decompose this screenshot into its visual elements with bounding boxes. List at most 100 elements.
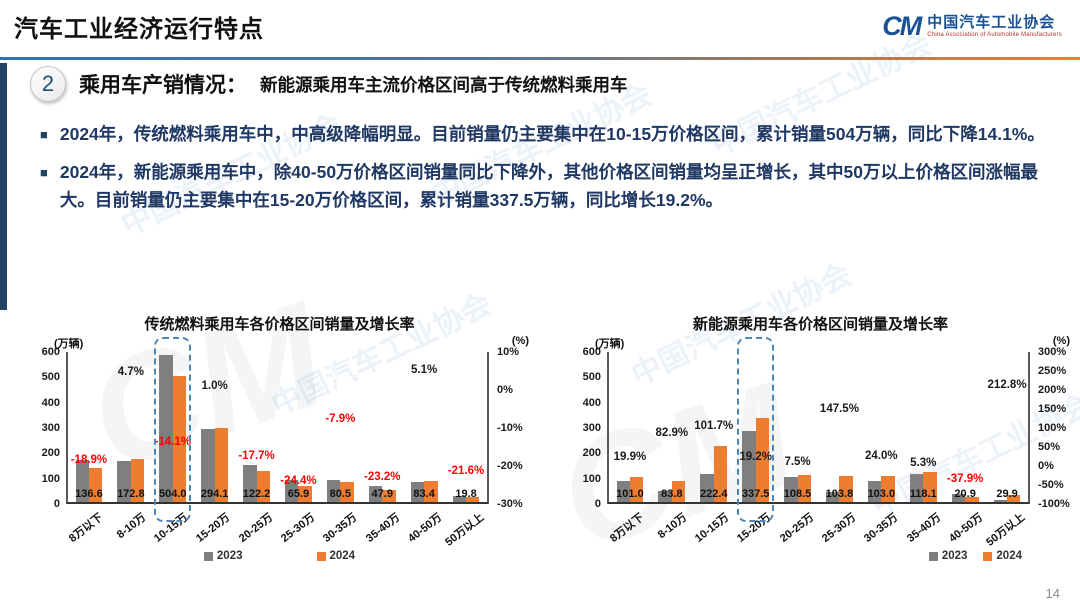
bar-2024 (88, 467, 103, 502)
bar-group (609, 352, 651, 502)
bar-group (860, 352, 902, 502)
bar-2023 (951, 493, 966, 502)
y-axis-tick: 300 (582, 422, 601, 434)
legend-swatch-icon (203, 551, 213, 561)
highlight-box (737, 337, 775, 522)
y-axis-tick: 0% (1038, 460, 1054, 472)
value-label: 172.8 (117, 488, 145, 500)
y-axis-secondary: 10% 0% -10% -20% -30% (489, 346, 533, 510)
y-axis-tick: -30% (497, 498, 523, 510)
value-label: 294.1 (200, 488, 229, 500)
x-axis: 8万以下 8-10万 10-15万 15-20万 20-25万 25-30万 30-35万 3… (607, 504, 1030, 556)
header: 汽车工业经济运行特点 CM 中国汽车工业协会 China Association… (0, 0, 1080, 57)
chart-nev: 新能源乘用车各价格区间销量及增长率 (万辆) (%) 600 500 400 300 2… (567, 313, 1074, 562)
x-axis-label: 8-10万 (114, 511, 148, 542)
bar-2024 (797, 474, 811, 502)
bar-2023 (784, 476, 798, 502)
y-axis-tick: 400 (41, 396, 60, 409)
y-axis-tick: 10% (497, 346, 520, 358)
bar-group (651, 352, 693, 502)
x-axis-label: 15-20万 (194, 511, 233, 545)
section-subheading: 新能源乘用车主流价格区间高于传统燃料乘用车 (260, 74, 628, 95)
bar-2023 (616, 480, 630, 502)
value-label: 136.6 (75, 488, 103, 500)
value-label: 80.5 (329, 488, 352, 500)
bar-2023 (826, 491, 840, 502)
value-label: 337.5 (741, 488, 770, 500)
y-axis-tick: 600 (41, 346, 60, 358)
bar-2023 (285, 480, 299, 502)
bar-group (110, 352, 152, 502)
value-label: 20.9 (954, 488, 976, 500)
growth-label: -21.6% (447, 464, 485, 477)
x-axis-label: 50万以上 (984, 511, 1028, 549)
y-axis-tick: 100% (1038, 422, 1067, 434)
bar-group (278, 352, 320, 502)
x-axis-label: 25-30万 (819, 511, 859, 545)
x-axis-label: 50万以上 (443, 511, 487, 549)
bar-2024 (298, 485, 312, 502)
x-axis-label: 10-15万 (693, 511, 732, 545)
unit-right: (%) (1052, 335, 1070, 347)
x-axis-label: 8-10万 (655, 511, 689, 542)
x-axis-label: 40-50万 (405, 511, 445, 545)
bar-group (986, 352, 1028, 502)
legend-swatch-icon (983, 551, 993, 561)
caam-logo: CM 中国汽车工业协会 China Association of Automob… (882, 13, 1062, 40)
growth-label: 19.9% (613, 451, 647, 464)
y-axis-primary: 600 500 400 300 200 100 0 (567, 346, 607, 510)
bullet-item: ■ 2024年，传统燃料乘用车中，中高级降幅明显。目前销量仍主要集中在10-15… (40, 120, 1066, 149)
bar-2024 (214, 428, 229, 502)
y-axis-tick: 100 (41, 472, 60, 485)
page-title: 汽车工业经济运行特点 (14, 16, 264, 43)
x-axis-label: 40-50万 (946, 511, 986, 545)
y-axis-tick: 150% (1038, 403, 1067, 415)
value-label: 108.5 (783, 488, 812, 500)
y-axis-tick: 100 (582, 472, 601, 485)
bullet-text: 2024年，传统燃料乘用车中，中高级降幅明显。目前销量仍主要集中在10-15万价… (59, 124, 1045, 144)
legend: 2023 2024 (26, 550, 533, 562)
bar-2024 (424, 481, 438, 502)
growth-label: 1.0% (201, 379, 228, 392)
growth-label: 19.2% (739, 451, 772, 464)
y-axis-tick: 500 (41, 371, 60, 384)
unit-left: (万辆) (54, 338, 84, 350)
legend-swatch-icon (928, 551, 938, 561)
chart-title: 新能源乘用车各价格区间销量及增长率 (692, 316, 948, 333)
y-axis-tick: -50% (1038, 479, 1064, 491)
bar-group (445, 352, 487, 502)
y-axis-tick: 300 (41, 422, 60, 434)
x-axis-label: 20-25万 (236, 511, 275, 545)
legend-label: 2024 (329, 550, 356, 562)
bar-2024 (256, 471, 270, 502)
bar-group (777, 352, 819, 502)
value-label: 222.4 (699, 488, 728, 500)
section-heading: 乘用车产销情况： (79, 74, 247, 97)
growth-label: 4.7% (117, 365, 144, 378)
bar-group (68, 352, 110, 502)
growth-label: 7.5% (784, 455, 811, 468)
growth-label: -37.9% (946, 472, 984, 485)
bar-2023 (742, 431, 756, 502)
bar-group (403, 352, 445, 502)
x-axis-label: 25-30万 (278, 511, 318, 545)
bar-group (735, 352, 777, 502)
y-axis-tick: 250% (1038, 365, 1067, 377)
y-axis-tick: -10% (497, 422, 523, 434)
bar-2024 (881, 476, 895, 502)
bar-2024 (1007, 494, 1021, 502)
legend-item: 2023 (928, 550, 968, 562)
y-axis-tick: 200 (41, 447, 60, 460)
bar-2023 (658, 490, 672, 502)
left-accent-strip (0, 63, 7, 310)
plot-area: 101.0 19.9% 83.8 82.9% 222.4 101.7% 337.5 19.2%… (607, 337, 1030, 522)
bar-2024 (382, 490, 396, 502)
bar-2023 (368, 486, 383, 502)
legend-label: 2023 (941, 550, 968, 562)
growth-label: 101.7% (694, 420, 734, 433)
logo-name-cn: 中国汽车工业协会 (927, 14, 1056, 32)
caam-logo-mark-icon: CM (882, 11, 922, 41)
growth-label: 82.9% (655, 427, 689, 440)
y-axis-tick: 500 (582, 371, 601, 384)
value-label: 19.8 (455, 488, 477, 500)
